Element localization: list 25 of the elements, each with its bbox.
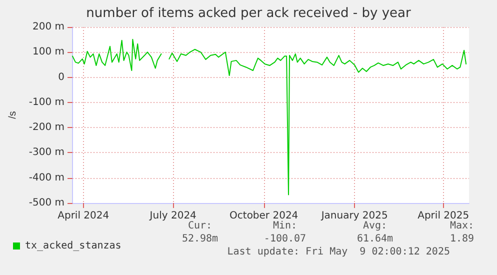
text: 52.98m [182,234,218,244]
x-tick-label: January 2025 [320,210,388,222]
text: Last update: Fri May 9 02:00:12 2025 [227,246,450,258]
chart-title: number of items acked per ack received - by year [86,6,412,21]
y-tick-label: -300 m [28,147,65,158]
y-tick-label: -400 m [28,172,65,184]
y-tick-label: -500 m [28,198,65,208]
x-tick-label: April 2024 [58,210,110,222]
y-tick-label: 200 m [32,22,65,32]
y-tick-label: -200 m [28,122,65,134]
y-axis-title: /s [8,111,18,119]
text: 61.64m [356,234,394,244]
x-tick-label: July 2024 [148,210,196,222]
x-tick-label: April 2025 [418,210,470,222]
text: Min: [272,220,298,232]
y-tick-label: -100 m [28,96,65,108]
y-tick-label: 100 m [32,46,65,58]
x-tick-label: October 2024 [230,210,298,222]
text: 1.89 [450,234,474,244]
y-tick-label: 0 [58,72,65,83]
text: -100.07 [264,234,306,244]
text: Max: [450,220,474,232]
text: Avg: [362,220,388,232]
legend-label: tx_acked_stanzas [25,240,122,252]
text: Cur: [188,220,212,232]
